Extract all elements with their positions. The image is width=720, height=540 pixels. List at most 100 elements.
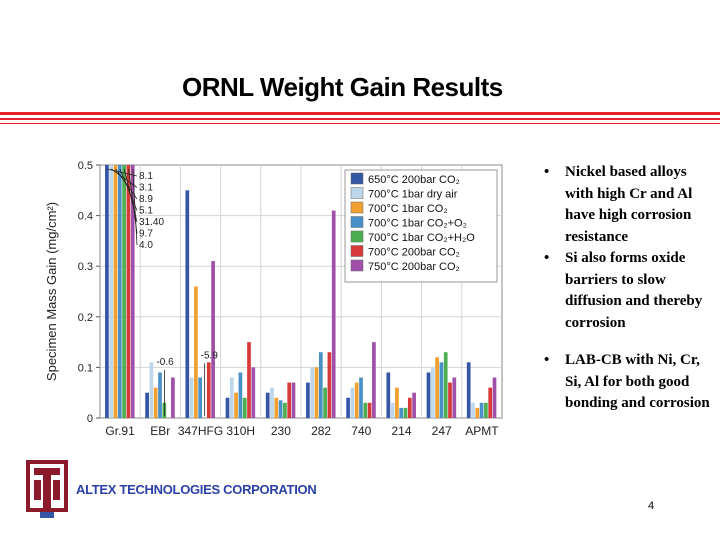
legend-label: 750°C 200bar CO₂ — [368, 261, 460, 273]
bar — [270, 387, 274, 418]
bar — [399, 407, 404, 418]
bar — [105, 165, 109, 418]
annotation-label: -5.9 — [201, 350, 219, 361]
bullet-list: • Nickel based alloys with high Cr and A… — [540, 162, 710, 415]
legend-label: 700°C 1bar CO₂ — [368, 203, 448, 215]
bar — [448, 382, 452, 418]
bar — [372, 342, 376, 418]
bar — [229, 377, 234, 418]
annotation-label: 8.1 — [139, 171, 153, 182]
bar — [117, 165, 122, 418]
legend-swatch — [350, 201, 364, 214]
annotation-arrow — [106, 168, 138, 177]
bar — [323, 387, 327, 418]
bar — [198, 377, 203, 418]
bar — [278, 400, 283, 418]
annotation-arrow — [132, 168, 138, 246]
bullet-dot-icon: • — [544, 164, 550, 180]
bullet-item: • Nickel based alloys with high Cr and A… — [540, 162, 710, 248]
title-rule-middle — [0, 118, 720, 120]
legend-label: 700°C 1bar CO₂+O₂ — [368, 218, 467, 230]
bar — [407, 397, 412, 418]
bar — [466, 362, 471, 418]
bar — [171, 377, 175, 418]
bar — [247, 342, 251, 418]
bar — [350, 387, 355, 418]
bar — [310, 367, 315, 418]
bullet-text: Nickel based alloys with high Cr and Al … — [565, 164, 693, 245]
title-rule-bottom — [0, 123, 720, 124]
x-tick-label: EBr — [150, 424, 170, 438]
bar — [452, 377, 457, 418]
bar — [225, 397, 230, 418]
bar — [274, 397, 279, 418]
bar — [346, 397, 350, 418]
y-tick-label: 0.4 — [78, 211, 93, 223]
bullet-dot-icon: • — [544, 352, 550, 368]
legend-swatch — [350, 216, 364, 228]
legend-swatch — [350, 230, 364, 243]
y-axis-label: Specimen Mass Gain (mg/cm²) — [44, 202, 59, 381]
bar — [318, 352, 323, 418]
legend-swatch — [350, 245, 364, 257]
bar — [354, 382, 359, 418]
bar — [412, 392, 416, 418]
bar — [390, 402, 395, 418]
x-tick-label: 214 — [391, 424, 411, 438]
page-number: 4 — [648, 500, 655, 512]
altex-logo-icon — [26, 460, 68, 518]
bar — [185, 190, 190, 418]
bar — [327, 352, 332, 418]
bar — [194, 286, 198, 418]
y-tick-label: 0.2 — [78, 312, 93, 324]
bar — [211, 261, 215, 418]
annotation-label: 9.7 — [139, 229, 153, 240]
bar — [363, 402, 368, 418]
y-tick-label: 0.1 — [78, 362, 93, 374]
bar — [331, 210, 336, 418]
bar — [189, 377, 194, 418]
bar — [122, 165, 126, 418]
bar — [475, 407, 480, 418]
bar — [386, 372, 391, 418]
bar — [291, 382, 296, 418]
legend-box — [344, 169, 498, 283]
x-tick-label: 347HFG — [178, 424, 223, 438]
bar — [403, 407, 408, 418]
annotation-label: -0.6 — [156, 357, 174, 368]
bar — [149, 362, 154, 418]
bar — [471, 402, 475, 418]
bar — [145, 392, 149, 418]
bar — [430, 367, 435, 418]
bar — [251, 367, 256, 418]
bar — [242, 397, 247, 418]
annotation-label: 31.40 — [139, 217, 164, 228]
bar — [265, 392, 270, 418]
x-tick-label: Gr.91 — [105, 424, 135, 438]
bar — [113, 165, 118, 418]
bar — [153, 387, 158, 418]
weight-gain-chart-svg: 0 0.1 0.2 0.3 0.4 0.5 Specimen Mass Gain (mg/c… — [44, 160, 503, 438]
annotation-label: 5.1 — [139, 206, 153, 217]
bar — [359, 377, 363, 418]
bar — [234, 392, 238, 418]
bar — [130, 165, 135, 418]
annotation-label: 4.0 — [139, 240, 153, 251]
legend-label: 650°C 200bar CO₂ — [368, 174, 460, 186]
bar — [314, 367, 319, 418]
annotation-label: 8.9 — [139, 194, 153, 205]
company-name: ALTEX TECHNOLOGIES CORPORATION — [76, 482, 317, 497]
bar — [238, 372, 243, 418]
bar — [479, 402, 484, 418]
x-tick-label: 310H — [226, 424, 255, 438]
annotation-arrow — [119, 168, 138, 211]
x-tick-label: 740 — [351, 424, 371, 438]
bar — [158, 372, 162, 418]
bar — [395, 387, 399, 418]
x-tick-label: 282 — [311, 424, 331, 438]
bar — [484, 402, 488, 418]
y-tick-label: 0.5 — [78, 160, 93, 172]
legend-swatch — [350, 172, 364, 185]
bar — [306, 382, 310, 418]
annotation-label: 3.1 — [139, 183, 153, 194]
